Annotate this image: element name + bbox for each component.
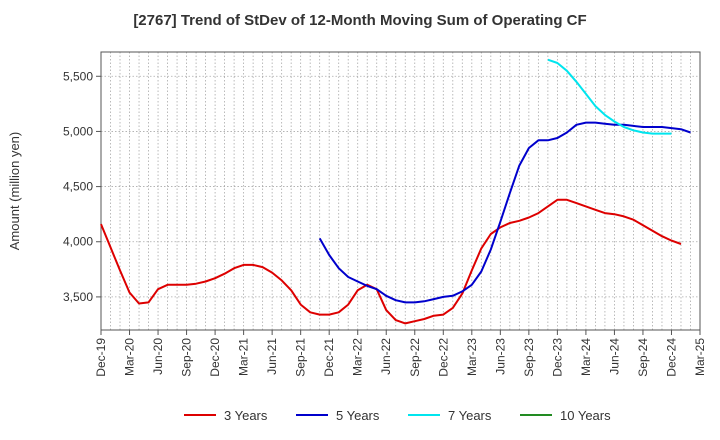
x-tick-label: Dec-19: [94, 338, 108, 377]
y-tick-label: 4,500: [63, 180, 93, 194]
x-tick-label: Jun-22: [379, 338, 393, 375]
legend-label-7-years: 7 Years: [448, 408, 492, 423]
x-tick-label: Dec-21: [322, 338, 336, 377]
series-line-7-years: [547, 58, 672, 135]
legend-label-3-years: 3 Years: [224, 408, 268, 423]
chart-title: [2767] Trend of StDev of 12-Month Moving…: [133, 12, 587, 29]
legend-label-5-years: 5 Years: [336, 408, 380, 423]
x-axis: Dec-19 Mar-20 Jun-20 Sep-20 Dec-20 Mar-21 Jun-…: [94, 330, 707, 377]
y-tick-label: 5,000: [63, 124, 93, 138]
x-tick-label: Mar-23: [465, 338, 479, 376]
legend: 3 Years 5 Years 7 Years 10 Years: [184, 408, 611, 423]
x-tick-label: Sep-21: [294, 338, 308, 377]
x-tick-label: Mar-25: [693, 338, 707, 376]
series-line-5-years: [318, 121, 691, 304]
y-axis-title: Amount (million yen): [7, 132, 22, 251]
y-axis: 3,500 4,000 4,500 5,000 5,500: [63, 69, 101, 304]
y-tick-label: 3,500: [63, 290, 93, 304]
x-tick-label: Sep-20: [180, 338, 194, 377]
x-tick-label: Jun-20: [151, 338, 165, 375]
x-tick-label: Jun-21: [265, 338, 279, 375]
plot-area: [100, 51, 701, 331]
x-tick-label: Sep-22: [408, 338, 422, 377]
legend-label-10-years: 10 Years: [560, 408, 611, 423]
x-tick-label: Mar-20: [123, 338, 137, 376]
series-line-3-years: [100, 198, 682, 325]
y-tick-label: 4,000: [63, 235, 93, 249]
x-tick-label: Jun-23: [493, 338, 507, 375]
x-tick-label: Dec-23: [550, 338, 564, 377]
x-tick-label: Dec-22: [436, 338, 450, 377]
y-tick-label: 5,500: [63, 69, 93, 83]
x-tick-label: Dec-24: [664, 338, 678, 377]
x-tick-label: Sep-23: [522, 338, 536, 377]
x-tick-label: Dec-20: [208, 338, 222, 377]
x-tick-label: Mar-22: [351, 338, 365, 376]
x-tick-label: Mar-21: [237, 338, 251, 376]
series-layer: [100, 58, 691, 325]
x-tick-label: Mar-24: [579, 338, 593, 376]
grid-layer: [101, 52, 700, 330]
x-tick-label: Jun-24: [607, 338, 621, 375]
x-tick-label: Sep-24: [636, 338, 650, 377]
